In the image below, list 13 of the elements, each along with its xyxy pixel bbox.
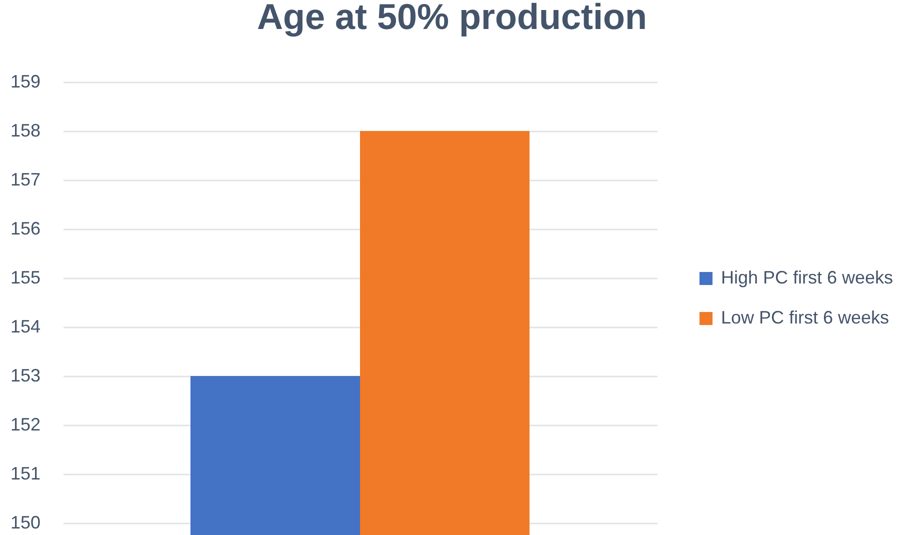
y-tick-label: 154: [10, 316, 40, 336]
legend-label: Low PC first 6 weeks: [721, 308, 890, 328]
y-tick-label: 155: [10, 268, 40, 288]
y-tick-label: 159: [10, 72, 40, 92]
y-tick-label: 152: [10, 414, 40, 434]
y-tick-label: 150: [10, 512, 40, 532]
legend-label: High PC first 6 weeks: [721, 268, 894, 288]
y-tick-label: 156: [10, 218, 40, 238]
y-tick-label: 158: [10, 120, 40, 140]
chart-title: Age at 50% production: [256, 0, 648, 37]
y-tick-label: 153: [10, 366, 40, 386]
y-tick-label: 157: [10, 170, 40, 190]
y-tick-label: 151: [10, 464, 40, 484]
